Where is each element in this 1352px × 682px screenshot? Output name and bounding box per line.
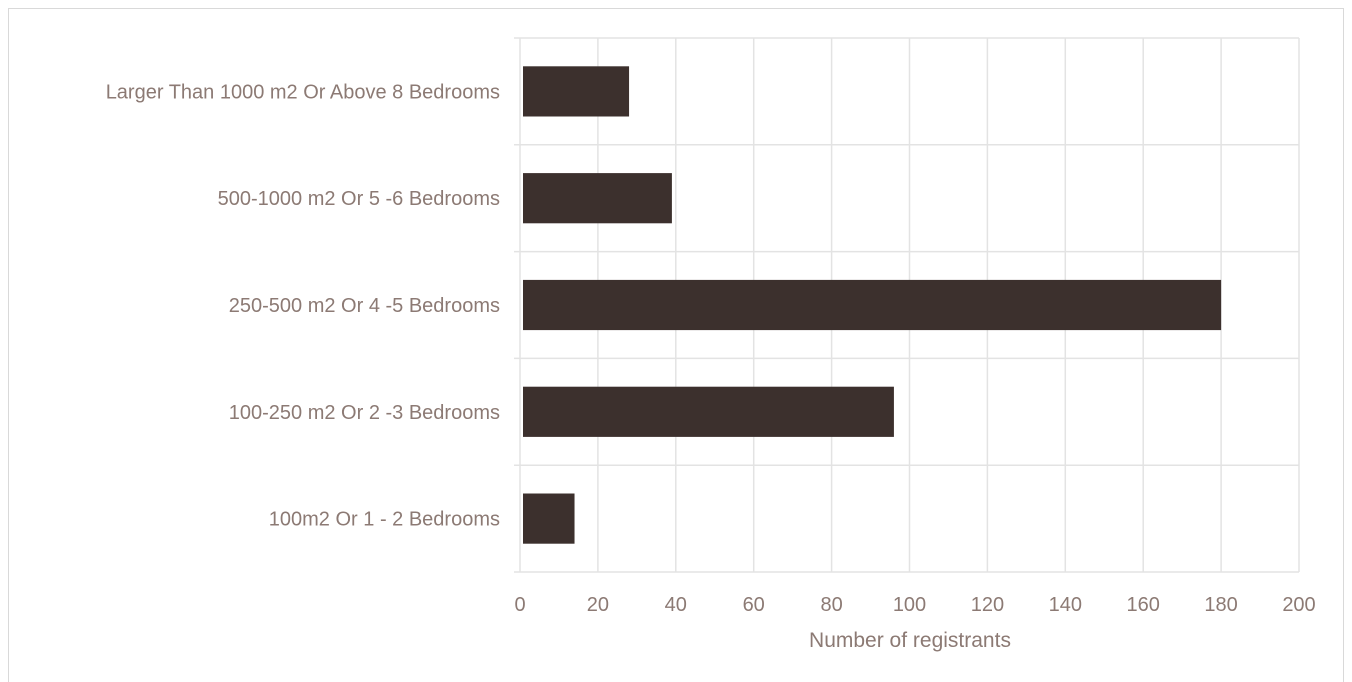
category-label: 100m2 Or 1 - 2 Bedrooms xyxy=(269,509,500,531)
labels: 0 20 40 60 80 100 120 140 160 180 200 Larger Than 1… xyxy=(106,81,1316,616)
x-tick-label: 120 xyxy=(971,594,1004,616)
bar xyxy=(523,173,672,224)
x-tick-label: 40 xyxy=(665,594,687,616)
bar xyxy=(523,66,630,117)
x-tick-label: 80 xyxy=(820,594,842,616)
category-label: 100-250 m2 Or 2 -3 Bedrooms xyxy=(229,402,500,424)
x-tick-label: 160 xyxy=(1127,594,1160,616)
x-axis-title: Number of registrants xyxy=(809,629,1011,652)
x-tick-label: 140 xyxy=(1049,594,1082,616)
x-tick-label: 180 xyxy=(1204,594,1237,616)
bar xyxy=(523,279,1222,331)
x-tick-label: 0 xyxy=(514,594,525,616)
category-label: 500-1000 m2 Or 5 -6 Bedrooms xyxy=(218,188,500,210)
x-tick-label: 20 xyxy=(587,594,609,616)
bars xyxy=(523,66,1222,544)
category-label: 250-500 m2 Or 4 -5 Bedrooms xyxy=(229,295,500,317)
category-label: Larger Than 1000 m2 Or Above 8 Bedrooms xyxy=(106,81,500,103)
x-tick-label: 100 xyxy=(893,594,926,616)
x-tick-label: 200 xyxy=(1282,594,1315,616)
bar xyxy=(523,386,894,437)
x-tick-label: 60 xyxy=(743,594,765,616)
bar xyxy=(523,493,575,544)
